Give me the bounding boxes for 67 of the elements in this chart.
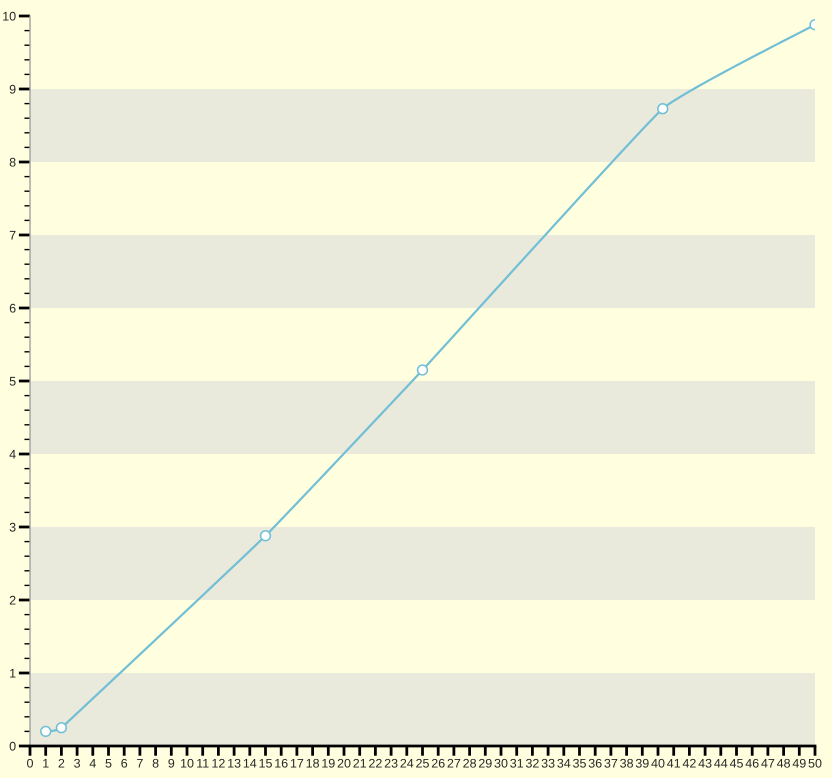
- x-tick-label: 7: [137, 758, 143, 768]
- x-tick-label: 27: [448, 758, 460, 768]
- x-tick-label: 13: [228, 758, 241, 768]
- y-tick-label: 6: [10, 304, 16, 313]
- x-tick-label: 38: [620, 758, 634, 768]
- y-tick-label: 5: [10, 376, 16, 386]
- x-tick-label: 2: [58, 758, 64, 768]
- x-tick-label: 25: [416, 758, 429, 768]
- y-tick-label: 7: [10, 230, 16, 240]
- x-tick-label: 20: [338, 758, 350, 768]
- x-tick-label: 17: [290, 758, 304, 768]
- x-tick-label: 21: [353, 758, 366, 768]
- x-tick-label: 40: [651, 758, 664, 768]
- x-tick-label: 15: [260, 758, 272, 768]
- x-tick-label: 23: [384, 758, 398, 768]
- point: [657, 103, 668, 114]
- y-tick-label: 4: [9, 450, 16, 459]
- y-tick-label: 10: [3, 12, 16, 21]
- x-tick-label: 34: [557, 758, 570, 768]
- x-tick-label: 49: [792, 758, 806, 768]
- x-tick-label: 28: [463, 758, 476, 768]
- x-tick-label: 24: [400, 758, 414, 768]
- x-tick-label: 11: [197, 758, 209, 768]
- x-tick-label: 12: [212, 758, 225, 768]
- x-tick-label: 42: [682, 758, 696, 768]
- x-tick-label: 9: [168, 758, 174, 768]
- x-tick-label: 36: [588, 758, 602, 768]
- x-tick-label: 8: [152, 758, 159, 768]
- x-tick-label: 39: [636, 758, 649, 768]
- x-tick-label: 30: [494, 758, 508, 768]
- x-tick-label: 37: [604, 758, 618, 768]
- x-tick-label: 35: [573, 758, 586, 768]
- x-tick-label: 33: [542, 758, 555, 768]
- x-tick-label: 18: [306, 758, 320, 768]
- point: [40, 726, 52, 738]
- x-tick-label: 0: [27, 758, 33, 768]
- x-tick-label: 50: [808, 758, 822, 768]
- x-tick-label: 5: [106, 758, 112, 768]
- point: [56, 722, 68, 734]
- point: [416, 364, 428, 376]
- x-tick-label: 14: [244, 758, 256, 768]
- x-tick-label: 46: [746, 758, 759, 768]
- y-tick-label: 3: [10, 522, 16, 532]
- x-tick-label: 10: [181, 758, 194, 768]
- x-tick-label: 45: [730, 758, 743, 768]
- x-tick-label: 4: [90, 758, 96, 768]
- y-tick-label: 0: [10, 742, 16, 751]
- x-tick-label: 16: [275, 758, 288, 768]
- x-tick-label: 3: [74, 758, 80, 768]
- x-tick-label: 41: [667, 758, 680, 768]
- x-tick-label: 19: [322, 758, 335, 768]
- x-tick-label: 32: [526, 758, 539, 768]
- x-tick-label: 22: [369, 758, 382, 768]
- x-tick-label: 6: [121, 758, 128, 768]
- x-tick-label: 31: [510, 758, 524, 768]
- y-tick-label: 2: [10, 596, 16, 605]
- x-tick-label: 44: [714, 758, 728, 768]
- x-tick-label: 29: [478, 758, 492, 768]
- x-tick-label: 47: [761, 758, 774, 768]
- x-tick-label: 26: [432, 758, 445, 768]
- x-tick-label: 48: [776, 758, 790, 768]
- point: [260, 530, 272, 542]
- x-tick-label: 1: [43, 758, 49, 768]
- y-tick-label: 8: [10, 158, 16, 167]
- y-tick-label: 9: [10, 84, 16, 94]
- x-tick-label: 43: [698, 758, 712, 768]
- y-tick-label: 1: [10, 668, 16, 678]
